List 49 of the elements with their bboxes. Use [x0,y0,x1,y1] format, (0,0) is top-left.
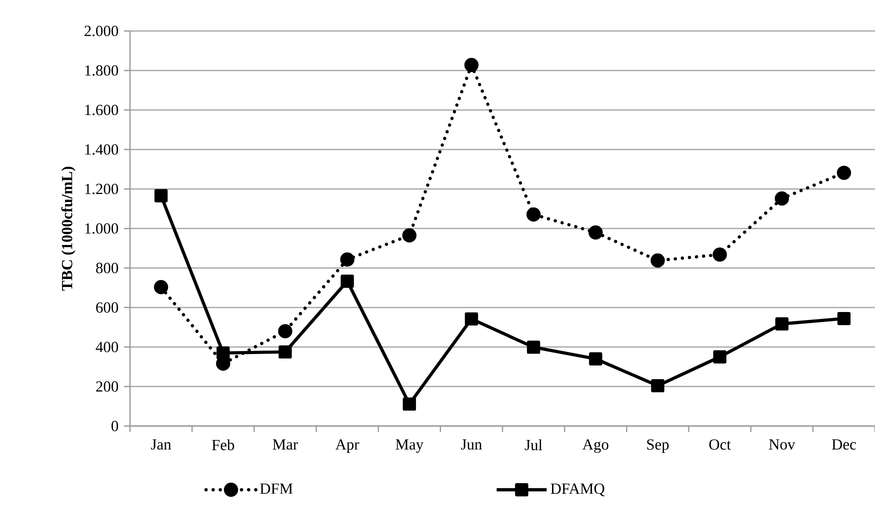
y-tick-label: 2.000 [84,26,118,36]
y-tick-label: 1.000 [85,223,118,234]
point [774,191,789,206]
x-tick-label: Oct [709,439,731,450]
point [154,189,168,202]
point [464,312,478,326]
point [526,340,540,354]
y-tick-label: 0 [112,420,118,432]
legend-label: DFAMQ [550,484,605,496]
point [340,252,354,267]
point [712,247,727,262]
point [340,274,354,288]
x-tick-label: Nov [769,439,796,450]
point [836,166,852,180]
y-axis-title: TBC (1000cfu/mL) [61,166,76,291]
point [526,207,541,222]
y-tick-label: 600 [96,302,118,313]
point [588,225,603,240]
x-tick-label: Ago [582,439,608,453]
point [713,350,726,364]
y-tick-label: 400 [96,342,118,352]
point [464,58,479,72]
x-tick-label: Sep [647,439,669,453]
point [216,346,230,360]
point [775,317,788,330]
y-tick-label: 1.600 [85,104,118,116]
x-tick-label: Apr [335,439,360,453]
point [589,352,602,366]
point [402,397,416,411]
y-tick-label: 200 [96,381,118,392]
point [278,345,292,359]
y-tick-label: 1.800 [85,65,118,76]
point [650,253,665,268]
point [154,280,168,294]
x-tick-label: Jul [524,439,542,450]
point [402,228,416,243]
x-tick-label: Feb [212,439,234,450]
point [837,312,851,326]
x-tick-label: Jan [151,439,172,450]
x-tick-label: Mar [272,439,298,450]
y-tick-label: 1.400 [85,144,118,155]
x-tick-label: Jun [461,439,482,450]
y-tick-label: 1.200 [85,184,118,194]
point [278,324,292,338]
x-tick-label: Dec [832,439,856,450]
point [651,379,664,392]
legend-label: DFM [260,484,293,494]
x-tick-label: May [396,439,424,453]
y-tick-label: 800 [96,262,118,274]
